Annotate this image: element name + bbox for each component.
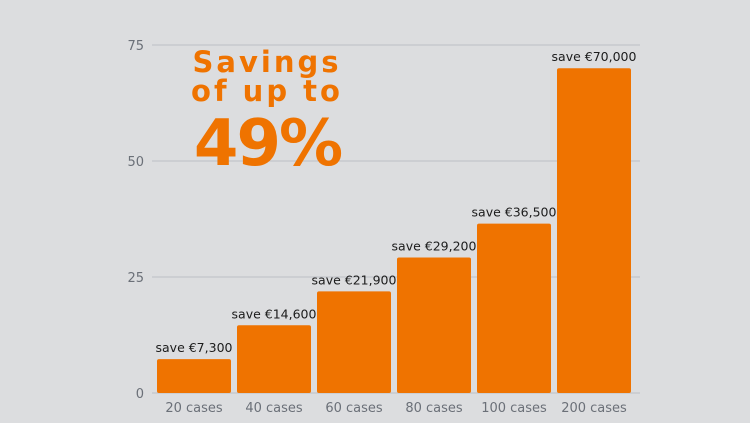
data-label-4: save €29,200 xyxy=(392,239,477,254)
data-label-2: save €14,600 xyxy=(232,306,317,321)
headline-percent: 49% xyxy=(193,107,343,181)
x-tick-label-5: 100 cases xyxy=(481,401,547,416)
x-tick-label-1: 20 cases xyxy=(165,401,223,416)
y-tick-label-50: 50 xyxy=(127,155,144,170)
data-label-6: save €70,000 xyxy=(552,49,637,64)
x-tick-label-6: 200 cases xyxy=(561,401,627,416)
data-label-5: save €36,500 xyxy=(472,205,557,220)
bar-6 xyxy=(557,68,631,393)
bar-2 xyxy=(237,325,311,393)
x-tick-label-4: 80 cases xyxy=(405,401,463,416)
y-tick-label-0: 0 xyxy=(136,387,144,402)
bar-4 xyxy=(397,257,471,393)
x-tick-label-3: 60 cases xyxy=(325,401,383,416)
y-tick-label-75: 75 xyxy=(127,39,144,54)
headline-up-to: of up to xyxy=(191,74,343,108)
bar-1 xyxy=(157,359,231,393)
bar-3 xyxy=(317,291,391,393)
y-tick-label-25: 25 xyxy=(127,271,144,286)
x-tick-label-2: 40 cases xyxy=(245,401,303,416)
headline-savings: Savings xyxy=(192,45,342,79)
data-label-3: save €21,900 xyxy=(312,272,397,287)
bar-5 xyxy=(477,223,551,393)
data-label-1: save €7,300 xyxy=(156,340,233,355)
